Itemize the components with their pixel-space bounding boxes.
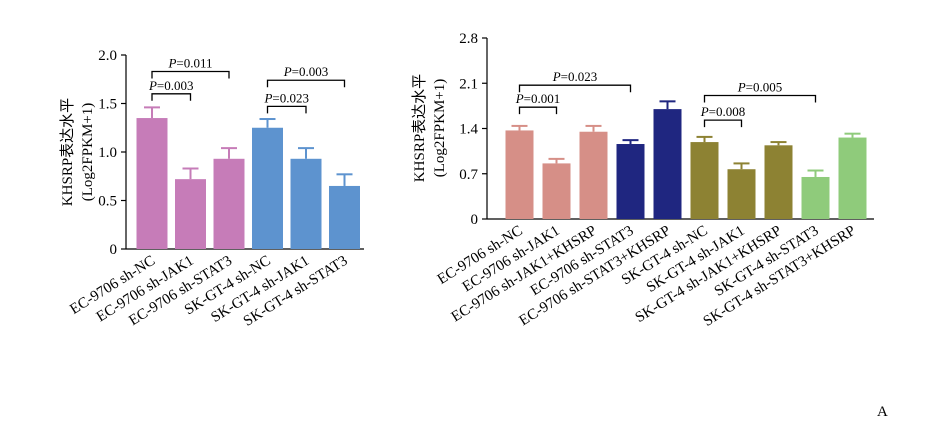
y-tick-label: 2.0 <box>98 48 117 64</box>
significance-bracket <box>518 84 632 93</box>
bar <box>290 158 322 249</box>
y-tick-label: 2.1 <box>459 76 478 92</box>
bar <box>690 142 719 219</box>
bar <box>542 163 571 219</box>
bar <box>764 145 793 219</box>
y-tick-label: 0 <box>471 212 479 228</box>
significance-bracket <box>266 79 346 88</box>
bar <box>801 176 830 219</box>
significance-bracket <box>703 119 743 128</box>
p-value-label: P=0.003 <box>148 78 194 93</box>
y-tick-label: 1.4 <box>459 122 478 138</box>
significance-bracket <box>518 106 558 115</box>
bar <box>616 144 645 219</box>
y-tick-label: 0.7 <box>459 167 478 183</box>
y-axis-unit-label: (Log2FPKM+1) <box>80 103 96 201</box>
bar <box>213 158 245 249</box>
y-tick-label: 0 <box>110 242 118 258</box>
p-value-label: P=0.023 <box>263 90 309 105</box>
bar <box>579 131 608 219</box>
bar <box>175 179 206 249</box>
panel-label: A <box>877 404 888 420</box>
bar <box>727 169 756 219</box>
significance-bracket <box>151 93 192 101</box>
bar <box>505 130 534 219</box>
y-tick-label: 2.8 <box>459 31 478 47</box>
p-value-label: P=0.003 <box>283 64 329 79</box>
bar <box>653 109 682 219</box>
significance-bracket <box>151 70 230 79</box>
p-value-label: P=0.008 <box>700 104 746 119</box>
bar <box>838 137 867 219</box>
y-axis-label: KHSRP表达水平 <box>411 74 428 182</box>
significance-bracket <box>266 105 307 114</box>
p-value-label: P=0.011 <box>167 55 212 70</box>
y-axis-unit-label: (Log2FPKM+1) <box>432 79 448 177</box>
y-axis-label: KHSRP表达水平 <box>59 98 76 206</box>
bar <box>136 118 168 249</box>
bar <box>252 127 283 249</box>
bar <box>329 185 360 249</box>
y-tick-label: 1.0 <box>98 145 117 161</box>
p-value-label: P=0.005 <box>737 80 783 95</box>
significance-bracket <box>703 94 817 103</box>
y-tick-label: 1.5 <box>98 97 117 113</box>
p-value-label: P=0.001 <box>515 91 561 106</box>
p-value-label: P=0.023 <box>552 69 598 84</box>
y-tick-label: 0.5 <box>98 194 117 210</box>
